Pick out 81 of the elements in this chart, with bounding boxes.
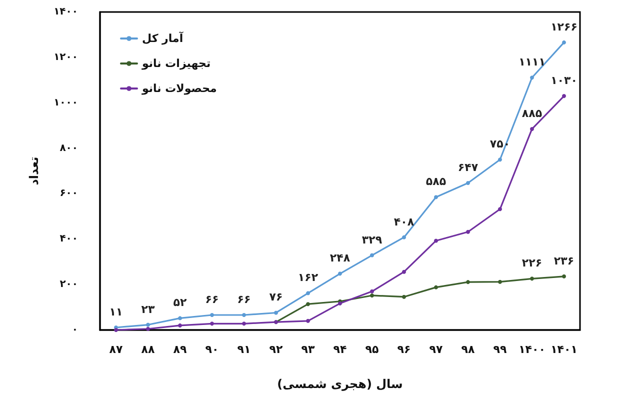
x-tick-label: ۹۳ <box>301 343 315 356</box>
x-tick-label: ۹۶ <box>397 343 411 356</box>
y-axis-title: تعداد <box>27 156 41 186</box>
y-tick-label: ۱۰۰۰ <box>54 97 78 108</box>
point <box>434 195 438 200</box>
data-label: ۴۰۸ <box>394 215 414 228</box>
x-tick-label: ۱۴۰۱ <box>550 343 578 356</box>
y-tick-label: ۶۰۰ <box>60 188 78 200</box>
point <box>562 274 566 278</box>
x-tick-label: ۹۹ <box>493 343 507 356</box>
data-label: ۲۴۸ <box>330 252 350 265</box>
data-label: ۱۲۶۶ <box>550 20 578 34</box>
x-tick-label: ۹۴ <box>333 343 347 356</box>
data-label: ۳۲۹ <box>362 233 382 246</box>
point <box>338 272 342 276</box>
data-label: ۱۱ <box>109 306 123 318</box>
data-label: ۷۶ <box>269 290 283 304</box>
legend-label: محصولات نانو <box>141 82 217 95</box>
data-label: ۱۶۲ <box>298 271 318 284</box>
point <box>498 207 502 212</box>
point <box>466 280 470 284</box>
data-label: ۱۰۳۰ <box>550 74 578 88</box>
x-tick-label: ۸۸ <box>141 343 155 356</box>
x-axis-title: سال (هجری شمسی) <box>277 377 403 391</box>
data-label: ۲۳۶ <box>554 254 574 268</box>
point <box>178 323 182 328</box>
x-tick-label: ۸۹ <box>173 343 187 356</box>
data-label: ۶۶ <box>205 293 219 306</box>
data-label: ۸۸۵ <box>522 106 542 120</box>
y-tick-label: ۰ <box>72 324 78 336</box>
x-tick-label: ۹۱ <box>237 343 251 356</box>
y-tick-label: ۴۰۰ <box>60 234 78 245</box>
point <box>434 238 438 243</box>
point <box>242 313 246 318</box>
x-tick-label: ۹۵ <box>365 343 379 356</box>
point <box>370 253 374 258</box>
point <box>562 40 566 44</box>
point <box>114 328 118 332</box>
y-tick-label: ۱۲۰۰ <box>54 52 78 63</box>
point <box>530 76 534 80</box>
y-tick-label: ۸۰۰ <box>60 142 78 154</box>
point <box>498 158 502 162</box>
point <box>402 294 406 299</box>
x-tick-label: ۹۰ <box>205 343 219 356</box>
data-label: ۶۶ <box>237 293 251 306</box>
legend-label: تجهیزات نانو <box>141 57 211 70</box>
point <box>466 230 470 234</box>
y-tick-label: ۲۰۰ <box>60 279 78 290</box>
point <box>210 322 214 326</box>
point <box>274 310 278 315</box>
x-tick-label: ۹۸ <box>461 343 475 356</box>
y-tick-label: ۱۴۰۰ <box>54 6 78 18</box>
x-tick-label: ۱۴۰۰ <box>518 343 546 356</box>
data-label: ۵۲ <box>173 296 187 310</box>
point <box>402 235 406 240</box>
data-label: ۱۱۱۱ <box>518 56 546 69</box>
point <box>210 313 214 318</box>
point <box>146 326 150 331</box>
point <box>178 316 182 320</box>
data-label: ۲۳ <box>141 302 155 316</box>
point <box>562 94 566 98</box>
data-label: ۵۸۵ <box>426 175 446 188</box>
point <box>498 280 502 284</box>
point <box>370 293 374 298</box>
legend-label: آمار کل <box>142 31 184 45</box>
point <box>242 322 246 326</box>
point <box>434 285 438 290</box>
data-label: ۶۴۷ <box>458 161 478 174</box>
point <box>530 276 534 281</box>
point <box>402 270 406 274</box>
point <box>466 181 470 186</box>
x-tick-label: ۸۷ <box>109 343 123 356</box>
point <box>306 318 310 323</box>
x-tick-label: ۹۷ <box>429 343 443 356</box>
data-label: ۲۲۶ <box>522 256 542 270</box>
point <box>530 126 534 131</box>
point <box>306 302 310 306</box>
point <box>370 289 374 294</box>
point <box>146 322 150 327</box>
point <box>306 291 310 296</box>
x-tick-label: ۹۲ <box>269 343 283 356</box>
